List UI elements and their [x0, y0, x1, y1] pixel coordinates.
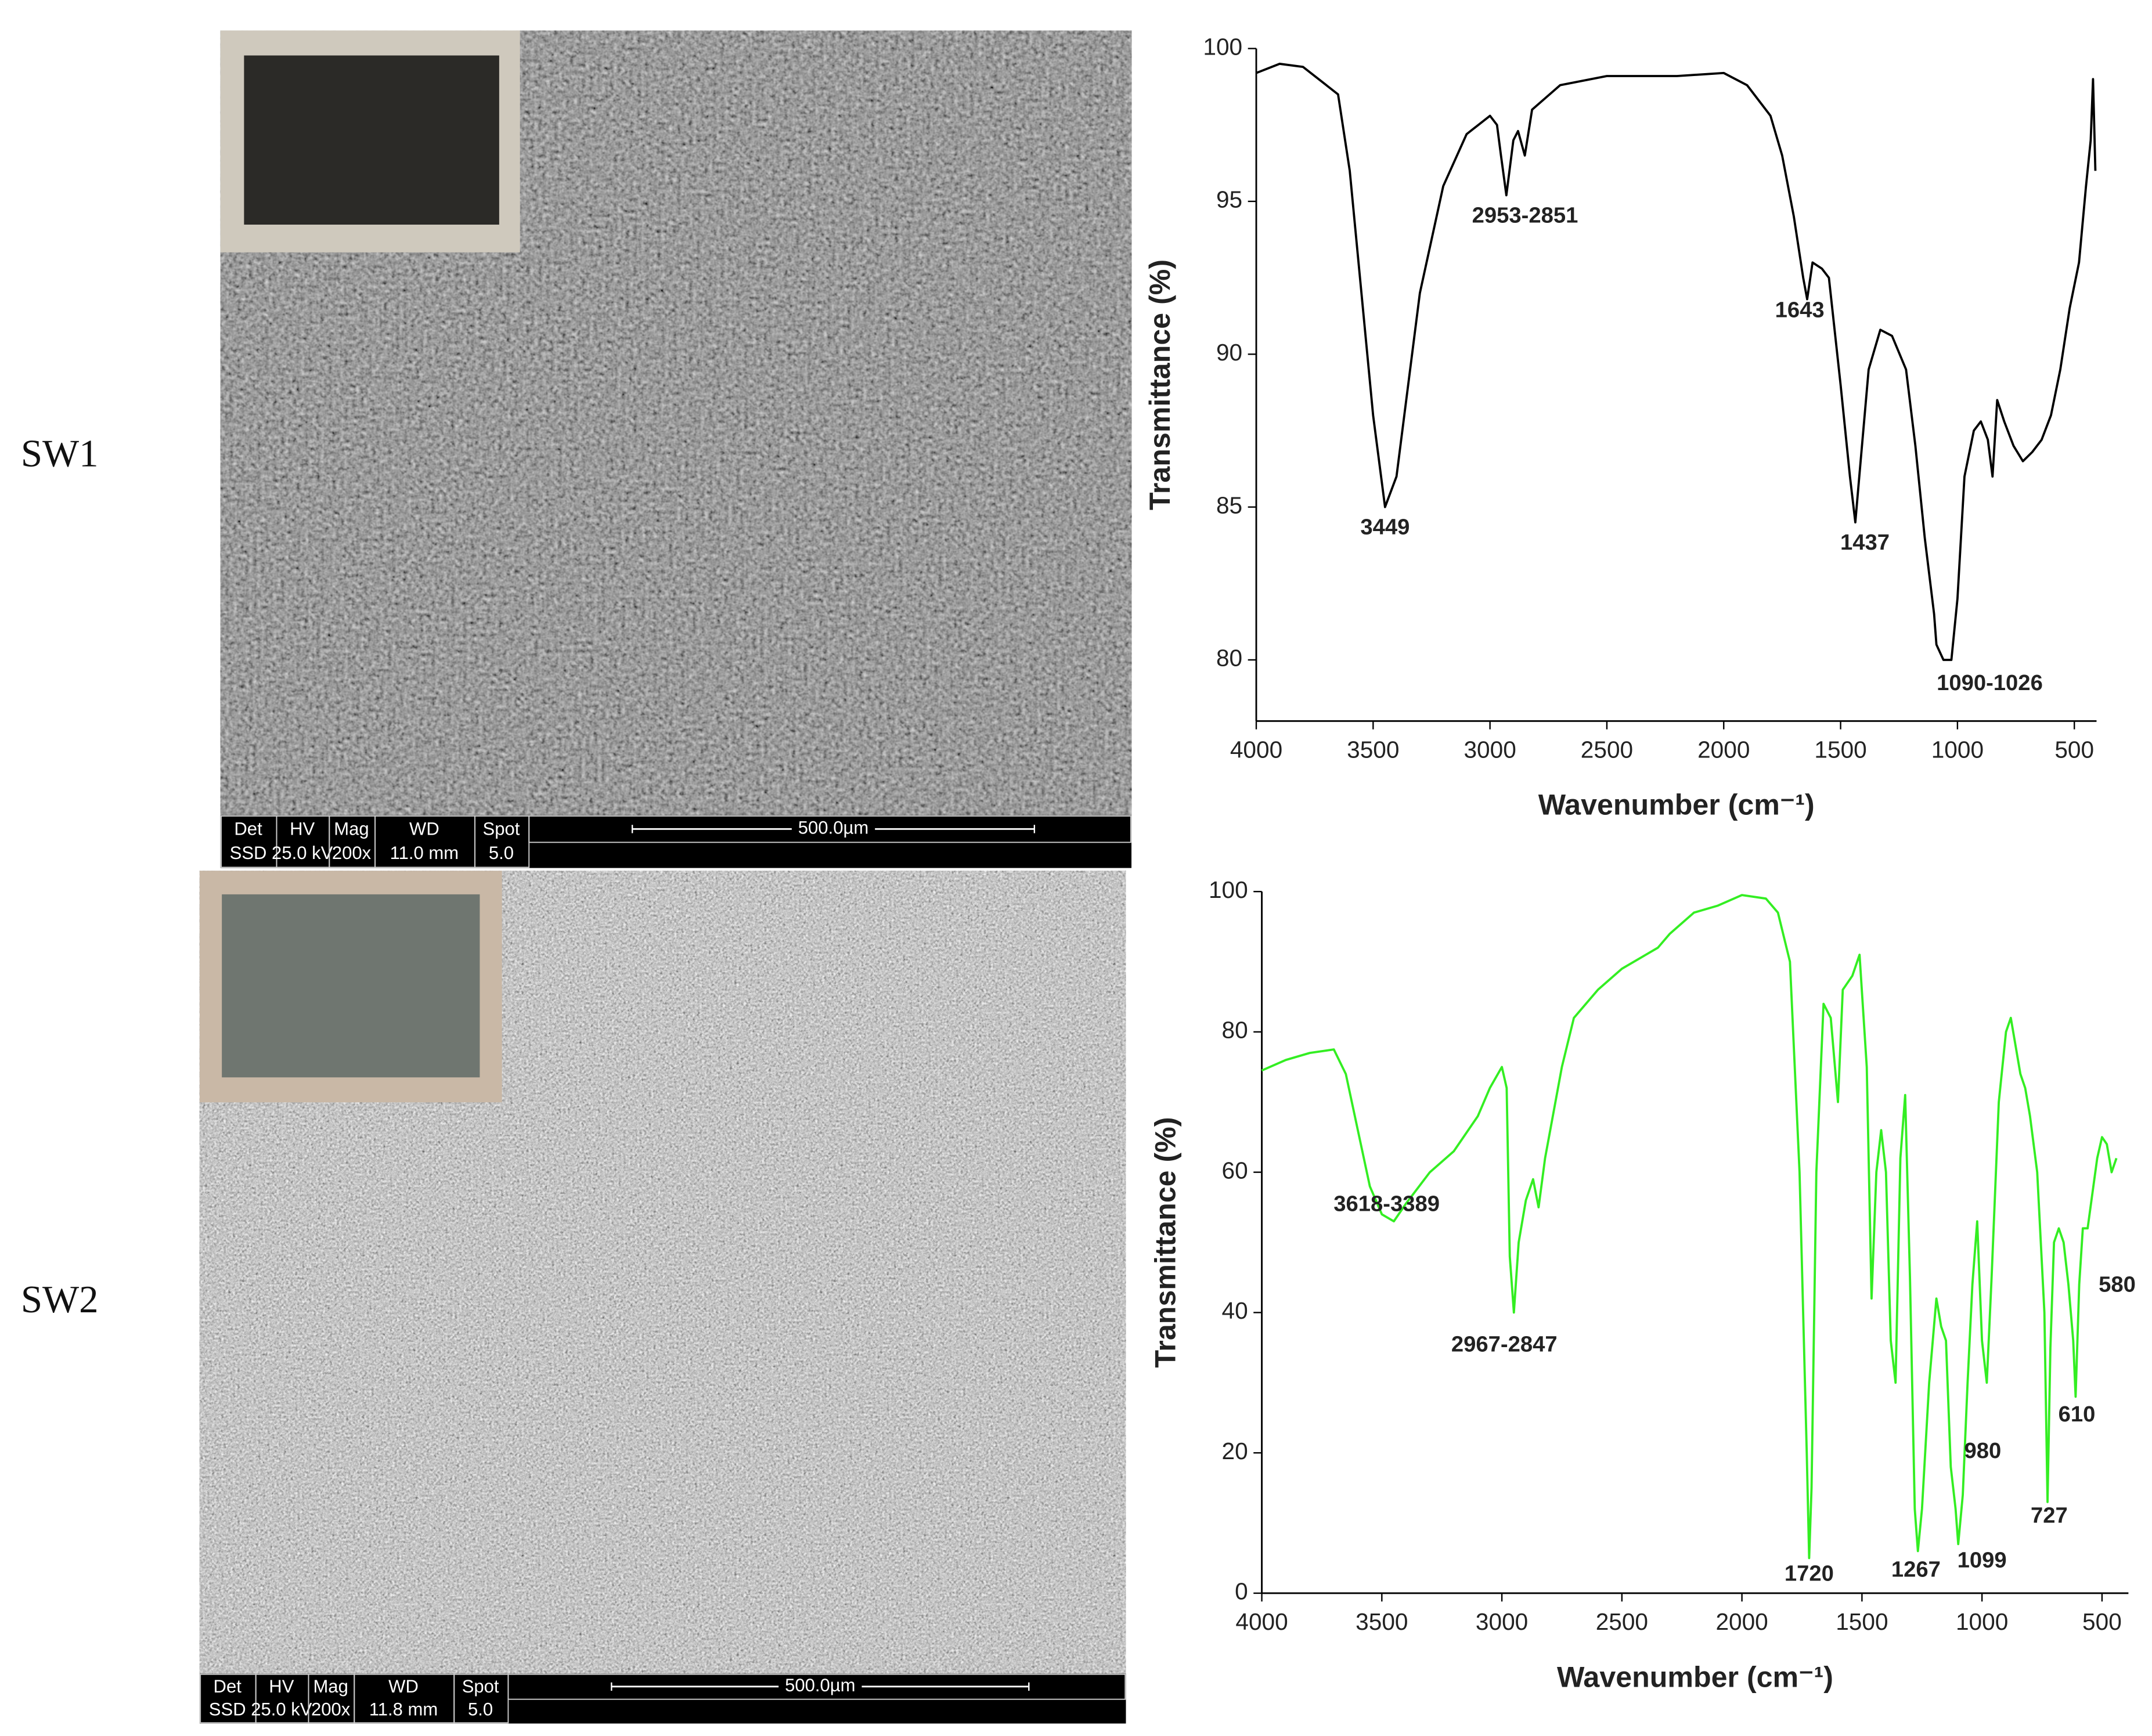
x-tick-label: 2500	[1596, 1608, 1648, 1635]
peak-label: 3449	[1360, 515, 1410, 540]
info-value: SSD	[230, 843, 267, 863]
spectrum-line	[1261, 894, 2118, 1560]
x-tick-label: 500	[2082, 1608, 2122, 1635]
x-tick-label: 2000	[1697, 737, 1750, 763]
info-header: Mag	[334, 818, 369, 839]
peak-label: 1090-1026	[1937, 670, 2043, 695]
y-tick-label: 40	[1222, 1297, 1248, 1324]
y-tick-label: 60	[1222, 1157, 1248, 1183]
x-tick-label: 4000	[1235, 1608, 1288, 1635]
y-tick-label: 90	[1216, 339, 1242, 366]
info-value: 25.0 kV	[251, 1699, 312, 1719]
info-value: 11.8 mm	[369, 1699, 438, 1719]
peak-label: 610	[2059, 1402, 2096, 1427]
x-tick-label: 3500	[1356, 1608, 1408, 1635]
y-tick-label: 100	[1209, 876, 1248, 903]
x-tick-label: 3000	[1476, 1608, 1528, 1635]
info-header: Det	[234, 818, 262, 839]
info-header: Det	[214, 1676, 242, 1697]
x-tick-label: 3500	[1347, 737, 1399, 763]
x-tick-label: 2000	[1715, 1608, 1768, 1635]
peak-label: 1437	[1840, 530, 1890, 555]
x-axis-title: Wavenumber (cm⁻¹)	[1557, 1661, 1833, 1693]
info-header: Mag	[313, 1676, 348, 1697]
peak-label: 580	[2099, 1272, 2136, 1297]
y-axis-title: Transmittance (%)	[1149, 1117, 1181, 1367]
peak-label: 1099	[1958, 1548, 2007, 1573]
x-tick-label: 4000	[1230, 737, 1282, 763]
scale-label: 500.0µm	[798, 818, 868, 838]
x-tick-label: 3000	[1463, 737, 1516, 763]
x-tick-label: 500	[2054, 737, 2094, 763]
scale-label-bg	[791, 819, 875, 839]
scale-cell	[528, 815, 1131, 843]
x-axis-title: Wavenumber (cm⁻¹)	[1538, 789, 1815, 821]
peak-label: 1720	[1785, 1561, 1834, 1586]
y-tick-label: 0	[1235, 1578, 1248, 1605]
y-tick-label: 85	[1216, 492, 1242, 518]
info-header: Spot	[483, 818, 520, 839]
info-value: 5.0	[468, 1699, 493, 1719]
info-value: 25.0 kV	[272, 843, 333, 863]
info-value: 200x	[311, 1699, 351, 1719]
y-axis-title: Transmittance (%)	[1144, 259, 1176, 510]
scale-label: 500.0µm	[785, 1675, 855, 1695]
peak-label: 3618-3389	[1333, 1192, 1440, 1217]
info-header: HV	[290, 818, 315, 839]
peak-label: 2953-2851	[1472, 203, 1578, 228]
scale-label-bg	[778, 1677, 862, 1697]
x-tick-label: 1000	[1956, 1608, 2008, 1635]
x-tick-label: 2500	[1581, 737, 1633, 763]
info-header: WD	[409, 818, 439, 839]
peak-label: 1267	[1891, 1557, 1941, 1582]
y-tick-label: 20	[1222, 1438, 1248, 1464]
spectrum-line	[1256, 63, 2097, 661]
info-bar	[220, 815, 1132, 868]
info-header: HV	[269, 1676, 294, 1697]
y-tick-label: 80	[1222, 1017, 1248, 1044]
peak-label: 727	[2031, 1503, 2068, 1528]
info-value: SSD	[209, 1699, 246, 1719]
y-tick-label: 100	[1203, 33, 1242, 60]
info-value: 200x	[332, 843, 372, 863]
peak-label: 1643	[1775, 298, 1825, 323]
y-tick-label: 80	[1216, 645, 1242, 672]
inset-sample	[222, 894, 480, 1078]
info-value: 11.0 mm	[390, 843, 459, 863]
row-label: SW1	[21, 432, 99, 475]
y-tick-label: 95	[1216, 186, 1242, 213]
inset-sample	[244, 55, 499, 225]
x-tick-label: 1500	[1814, 737, 1866, 763]
x-tick-label: 1500	[1836, 1608, 1888, 1635]
info-value: 5.0	[489, 843, 514, 863]
x-tick-label: 1000	[1931, 737, 1984, 763]
info-header: WD	[388, 1676, 419, 1697]
row-label: SW2	[21, 1278, 99, 1321]
info-header: Spot	[462, 1676, 499, 1697]
peak-label: 2967-2847	[1451, 1331, 1558, 1356]
scale-cell	[507, 1673, 1126, 1700]
peak-label: 980	[1964, 1438, 2001, 1463]
